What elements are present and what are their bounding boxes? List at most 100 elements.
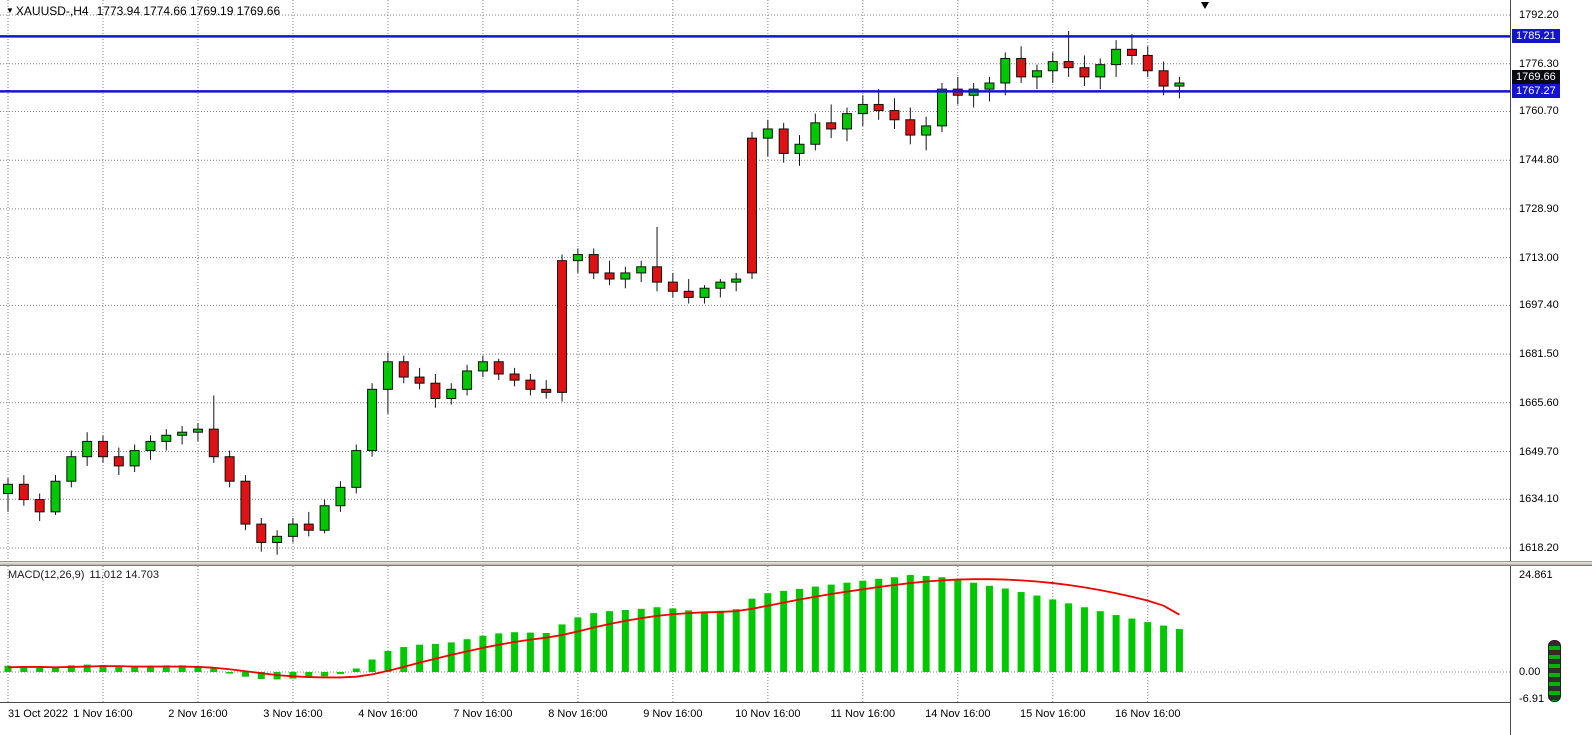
macd-histogram-bar	[210, 668, 218, 672]
candle-body	[841, 113, 852, 130]
candle-body	[857, 103, 868, 115]
candle-body	[620, 272, 631, 280]
macd-histogram-bar	[257, 672, 265, 680]
time-tick-label: 8 Nov 16:00	[548, 708, 608, 720]
indicator-label: MACD(12,26,9) 11.012 14.703	[8, 569, 164, 581]
macd-histogram-bar	[162, 665, 170, 672]
macd-histogram-bar	[352, 668, 360, 672]
macd-histogram-bar	[226, 672, 234, 674]
price-tick-label: 1634.10	[1519, 493, 1559, 506]
candle-body	[477, 361, 488, 372]
candle-body	[177, 431, 188, 436]
candle-body	[145, 440, 156, 452]
candle-body	[1016, 57, 1027, 78]
macd-histogram-bar	[1096, 611, 1104, 672]
macd-histogram-bar	[701, 611, 709, 672]
candle-body	[1142, 54, 1153, 72]
candle-body	[303, 523, 314, 531]
candle-body	[18, 483, 29, 501]
candle-body	[430, 382, 441, 400]
candle-body	[557, 260, 568, 393]
macd-histogram-bar	[479, 635, 487, 672]
candle-body	[1079, 67, 1090, 78]
time-tick-label: 3 Nov 16:00	[263, 708, 323, 720]
price-tick-label: 1792.20	[1519, 9, 1559, 21]
macd-histogram-bar	[574, 617, 582, 672]
candle-body	[715, 281, 726, 289]
macd-histogram-bar	[463, 639, 471, 672]
macd-histogram-bar	[1175, 629, 1183, 672]
macd-histogram-bar	[51, 666, 59, 672]
macd-histogram-bar	[1017, 592, 1025, 672]
macd-histogram-bar	[1128, 618, 1136, 672]
price-tick-label: 1665.60	[1519, 396, 1559, 409]
macd-histogram-bar	[20, 666, 28, 672]
last-price-tag: 1769.66	[1512, 70, 1560, 85]
candle-body	[731, 278, 742, 283]
candle-body	[652, 266, 663, 283]
main-price-chart[interactable]	[0, 0, 1510, 561]
macd-histogram-bar	[83, 664, 91, 672]
level-price-tag[interactable]: 1785.21	[1512, 29, 1560, 44]
candle-body	[398, 361, 409, 378]
macd-histogram-bar	[447, 642, 455, 672]
time-tick-label: 16 Nov 16:00	[1115, 708, 1181, 720]
candle-body	[683, 290, 694, 298]
candle-body	[1174, 82, 1185, 87]
time-tick-label: 11 Nov 16:00	[830, 708, 896, 720]
candle-body	[208, 428, 219, 458]
price-tick-label: 1744.80	[1519, 154, 1559, 167]
macd-histogram-bar	[796, 588, 803, 672]
macd-histogram-bar	[1144, 622, 1152, 672]
macd-histogram-bar	[558, 624, 566, 672]
candle-body	[1158, 70, 1169, 87]
candle-body	[905, 119, 916, 136]
macd-histogram-bar	[606, 611, 614, 672]
price-tick-label: 1760.70	[1519, 105, 1559, 118]
candle-body	[1000, 57, 1011, 84]
macd-histogram-bar	[938, 577, 946, 672]
macd-signal-line	[7, 578, 1180, 679]
candle-body	[351, 450, 362, 488]
time-tick-label: 10 Nov 16:00	[735, 708, 801, 720]
macd-histogram-bar	[875, 578, 883, 672]
macd-histogram-bar	[637, 608, 645, 672]
level-price-tag[interactable]: 1767.27	[1512, 84, 1560, 99]
candle-body	[699, 287, 710, 298]
macd-histogram-bar	[416, 644, 424, 672]
candle-body	[794, 143, 805, 154]
macd-histogram-bar	[1033, 595, 1041, 672]
macd-histogram-bar	[1001, 588, 1009, 672]
candle-body	[1095, 64, 1106, 78]
mini-scrollbar[interactable]	[1548, 640, 1561, 702]
macd-histogram-bar	[542, 633, 550, 672]
macd-histogram-bar	[241, 672, 249, 677]
candle-body	[1126, 48, 1137, 56]
macd-histogram-bar	[495, 633, 503, 672]
candle-body	[604, 272, 615, 280]
price-tick-label: 1697.40	[1519, 299, 1559, 312]
candle-body	[778, 128, 789, 154]
candle-body	[493, 361, 504, 375]
macd-indicator-panel[interactable]	[0, 566, 1510, 702]
price-tick-label: 1728.90	[1519, 202, 1559, 215]
macd-histogram-bar	[985, 585, 993, 672]
candle-body	[525, 379, 536, 390]
candle-body	[541, 388, 552, 393]
macd-histogram-bar	[368, 659, 376, 672]
time-tick-label: 2 Nov 16:00	[168, 708, 228, 720]
candle-body	[240, 480, 251, 525]
panel-splitter[interactable]	[0, 561, 1592, 566]
price-axis[interactable]: 1792.20 1776.30 1760.70 1744.80 1728.90 1713.…	[1510, 0, 1592, 735]
candle-body	[984, 82, 995, 90]
macd-histogram-bar	[1112, 615, 1120, 672]
candle-body	[1111, 48, 1122, 66]
candle-body	[367, 388, 378, 452]
time-axis[interactable]: 31 Oct 2022 1 Nov 16:00 2 Nov 16:00 3 Nov 1…	[0, 702, 1592, 735]
candle-body	[762, 128, 773, 139]
candle-body	[50, 480, 61, 513]
candle-body	[462, 370, 473, 390]
candle-body	[1063, 61, 1074, 69]
candle-body	[810, 122, 821, 145]
candle-body	[414, 376, 425, 384]
